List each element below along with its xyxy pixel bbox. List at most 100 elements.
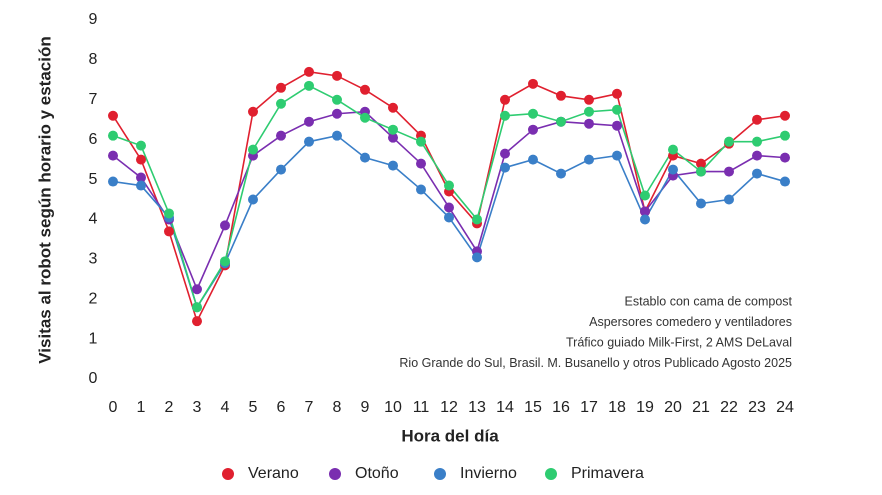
- legend-label: Primavera: [571, 465, 644, 482]
- data-point: [640, 190, 650, 201]
- data-point: [584, 154, 594, 165]
- data-point: [528, 154, 538, 165]
- x-tick-label: 21: [692, 399, 710, 416]
- data-point: [248, 106, 258, 117]
- data-point: [640, 214, 650, 225]
- annotation: Rio Grande do Sul, Brasil. M. Busanello …: [399, 356, 792, 370]
- data-point: [332, 94, 342, 105]
- data-point: [388, 124, 398, 135]
- data-point: [304, 136, 314, 147]
- x-tick-label: 6: [277, 399, 286, 416]
- data-point: [780, 110, 790, 121]
- data-point: [556, 116, 566, 127]
- data-point: [276, 98, 286, 109]
- x-tick-label: 3: [193, 399, 202, 416]
- x-tick-label: 7: [305, 399, 314, 416]
- y-tick-label: 9: [89, 11, 98, 28]
- data-point: [724, 166, 734, 177]
- x-tick-label: 2: [165, 399, 174, 416]
- x-tick-label: 15: [524, 399, 542, 416]
- legend-marker: [545, 468, 557, 480]
- data-point: [332, 108, 342, 119]
- x-tick-label: 11: [413, 399, 430, 416]
- x-tick-label: 4: [221, 399, 230, 416]
- data-point: [724, 194, 734, 205]
- data-point: [304, 116, 314, 127]
- data-point: [332, 70, 342, 81]
- x-tick-label: 1: [137, 399, 146, 416]
- legend-label: Otoño: [355, 465, 399, 482]
- legend-label: Verano: [248, 465, 299, 482]
- x-tick-label: 24: [776, 399, 794, 416]
- data-point: [472, 214, 482, 225]
- data-point: [612, 104, 622, 115]
- x-tick-label: 22: [720, 399, 738, 416]
- x-tick-label: 19: [636, 399, 654, 416]
- x-tick-label: 14: [496, 399, 514, 416]
- x-tick-label: 13: [468, 399, 486, 416]
- y-tick-label: 0: [89, 370, 98, 387]
- y-tick-label: 7: [89, 91, 98, 108]
- data-point: [136, 180, 146, 191]
- data-point: [528, 78, 538, 89]
- data-point: [780, 152, 790, 163]
- data-point: [416, 184, 426, 195]
- data-point: [612, 120, 622, 131]
- x-tick-label: 16: [552, 399, 570, 416]
- data-point: [388, 160, 398, 171]
- data-point: [220, 220, 230, 231]
- data-point: [108, 176, 118, 187]
- data-point: [164, 208, 174, 219]
- data-point: [192, 302, 202, 313]
- legend-label: Invierno: [460, 465, 517, 482]
- data-point: [696, 158, 706, 169]
- data-point: [500, 110, 510, 121]
- data-point: [668, 144, 678, 155]
- data-point: [276, 164, 286, 175]
- y-tick-label: 8: [89, 51, 98, 68]
- data-point: [444, 212, 454, 223]
- data-point: [192, 284, 202, 295]
- data-point: [752, 168, 762, 179]
- data-point: [220, 256, 230, 267]
- series-line: [112, 110, 786, 292]
- data-point: [332, 130, 342, 141]
- data-point: [668, 164, 678, 175]
- data-point: [724, 136, 734, 147]
- data-point: [780, 176, 790, 187]
- data-point: [696, 166, 706, 177]
- y-tick-label: 2: [89, 290, 98, 307]
- data-point: [248, 194, 258, 205]
- data-point: [556, 90, 566, 101]
- data-point: [388, 132, 398, 143]
- x-tick-label: 18: [608, 399, 626, 416]
- legend-marker: [329, 468, 341, 480]
- x-tick-label: 17: [580, 399, 598, 416]
- data-point: [584, 118, 594, 129]
- data-point: [752, 136, 762, 147]
- x-tick-label: 10: [384, 399, 402, 416]
- data-point: [528, 108, 538, 119]
- y-tick-label: 5: [89, 171, 98, 188]
- data-point: [360, 84, 370, 95]
- data-point: [108, 110, 118, 121]
- data-point: [416, 158, 426, 169]
- data-point: [696, 198, 706, 209]
- y-tick-label: 1: [89, 330, 98, 347]
- x-tick-label: 20: [664, 399, 682, 416]
- data-point: [584, 106, 594, 117]
- y-tick-label: 4: [89, 211, 98, 228]
- data-point: [612, 88, 622, 99]
- y-tick-label: 3: [89, 251, 98, 268]
- data-point: [500, 94, 510, 105]
- data-point: [164, 226, 174, 237]
- annotation: Tráfico guiado Milk-First, 2 AMS DeLaval: [566, 335, 792, 349]
- x-tick-label: 12: [440, 399, 458, 416]
- x-tick-label: 5: [249, 399, 258, 416]
- data-point: [136, 172, 146, 183]
- data-point: [248, 144, 258, 155]
- data-point: [612, 150, 622, 161]
- data-point: [108, 130, 118, 141]
- data-point: [416, 136, 426, 147]
